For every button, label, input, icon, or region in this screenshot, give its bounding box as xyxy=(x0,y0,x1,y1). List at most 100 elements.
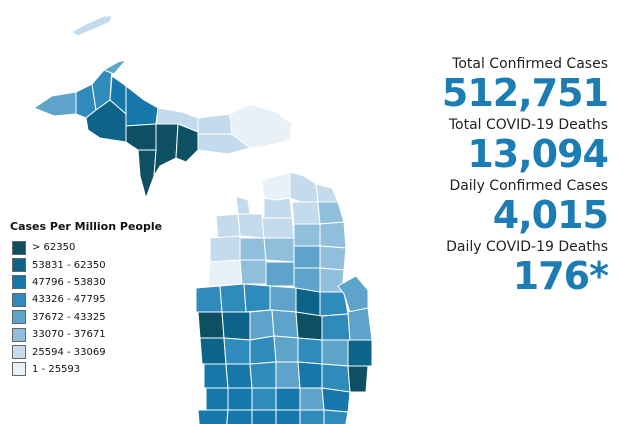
county-alpena[interactable] xyxy=(317,201,345,225)
county-hillsdale[interactable] xyxy=(275,409,301,424)
county-eaton[interactable] xyxy=(249,361,277,389)
county-wayne[interactable] xyxy=(321,387,351,413)
total-confirmed-cases-label: Total Confirmed Cases xyxy=(452,56,608,72)
total-deaths-value: 13,094 xyxy=(467,132,609,176)
county-wexford[interactable] xyxy=(239,237,267,261)
legend-label: 1 - 25593 xyxy=(32,363,81,375)
county-shiawassee[interactable] xyxy=(273,335,299,363)
county-manistee[interactable] xyxy=(209,235,241,263)
county-saginaw[interactable] xyxy=(295,311,323,341)
county-lenawee[interactable] xyxy=(299,409,325,424)
county-emmet[interactable] xyxy=(261,171,291,201)
county-montcalm[interactable] xyxy=(249,309,275,341)
legend-item: 47796 - 53830 xyxy=(10,274,170,291)
legend-swatch xyxy=(12,292,26,307)
legend: Cases Per Million People > 62350 53831 - … xyxy=(10,220,170,378)
county-gogebic[interactable] xyxy=(32,91,77,117)
county-isle-royale[interactable] xyxy=(71,15,113,37)
legend-item: 1 - 25593 xyxy=(10,361,170,378)
county-mecosta[interactable] xyxy=(243,283,271,313)
lower-peninsula xyxy=(195,171,373,424)
county-luce[interactable] xyxy=(197,113,233,135)
county-chippewa[interactable] xyxy=(229,103,293,149)
legend-label: > 62350 xyxy=(32,242,76,254)
legend-title: Cases Per Million People xyxy=(10,220,163,233)
legend-label: 33070 - 37671 xyxy=(32,329,106,341)
county-alcona[interactable] xyxy=(319,221,347,249)
county-van-buren[interactable] xyxy=(205,387,229,411)
county-oceana[interactable] xyxy=(195,285,223,313)
county-livingston[interactable] xyxy=(297,361,323,389)
county-otsego[interactable] xyxy=(291,201,321,225)
legend-item: 43326 - 47795 xyxy=(10,291,170,308)
county-muskegon[interactable] xyxy=(197,311,225,339)
county-barry[interactable] xyxy=(225,363,253,389)
county-bay[interactable] xyxy=(319,291,349,317)
legend-item: 37672 - 43325 xyxy=(10,309,170,326)
county-gratiot[interactable] xyxy=(271,309,299,339)
county-newaygo[interactable] xyxy=(219,283,247,313)
county-st-clair[interactable] xyxy=(347,339,373,367)
county-ottawa[interactable] xyxy=(199,337,227,365)
county-midland[interactable] xyxy=(295,287,321,317)
county-kent[interactable] xyxy=(221,311,251,341)
county-dickinson[interactable] xyxy=(125,123,157,151)
county-osceola[interactable] xyxy=(265,261,295,287)
daily-deaths-value: 176* xyxy=(512,254,609,298)
legend-swatch xyxy=(12,310,26,325)
county-ionia[interactable] xyxy=(223,337,251,365)
county-leelanau[interactable] xyxy=(235,195,251,215)
county-st-joseph[interactable] xyxy=(226,409,253,424)
legend-label: 25594 - 33069 xyxy=(32,346,106,358)
county-charlevoix[interactable] xyxy=(263,197,293,219)
county-marquette[interactable] xyxy=(125,84,159,127)
county-ingham[interactable] xyxy=(275,361,301,389)
legend-swatch xyxy=(12,345,26,360)
legend-item: 33070 - 37671 xyxy=(10,326,170,343)
county-allegan[interactable] xyxy=(203,363,229,389)
county-mason[interactable] xyxy=(207,259,243,287)
county-genesee[interactable] xyxy=(297,337,323,365)
county-lake[interactable] xyxy=(239,259,267,285)
county-cheboygan[interactable] xyxy=(289,171,319,205)
stats-panel: Total Confirmed Cases 512,751 Total COVI… xyxy=(438,56,609,300)
legend-item: > 62350 xyxy=(10,239,170,256)
daily-deaths-label: Daily COVID-19 Deaths xyxy=(446,239,608,255)
county-monroe[interactable] xyxy=(323,409,349,424)
county-clinton[interactable] xyxy=(249,335,277,365)
county-kalkaska[interactable] xyxy=(261,217,295,239)
county-presque-isle[interactable] xyxy=(315,183,339,203)
county-berrien[interactable] xyxy=(197,409,229,424)
county-mackinac[interactable] xyxy=(197,133,252,155)
county-oakland[interactable] xyxy=(321,363,351,393)
legend-swatch xyxy=(12,275,26,290)
county-isabella[interactable] xyxy=(269,285,297,313)
county-ogemaw[interactable] xyxy=(293,245,321,269)
county-crawford[interactable] xyxy=(293,223,321,247)
legend-label: 47796 - 53830 xyxy=(32,276,106,288)
county-missaukee[interactable] xyxy=(263,237,295,263)
county-macomb[interactable] xyxy=(347,365,369,393)
county-grand-traverse[interactable] xyxy=(237,213,265,239)
county-calhoun[interactable] xyxy=(251,387,277,411)
daily-confirmed-cases-value: 4,015 xyxy=(492,193,609,237)
legend-swatch xyxy=(12,327,26,342)
upper-peninsula xyxy=(32,15,293,200)
county-washtenaw[interactable] xyxy=(299,387,325,411)
county-keweenaw[interactable] xyxy=(102,59,128,75)
county-iosco[interactable] xyxy=(319,245,347,271)
county-sanilac[interactable] xyxy=(347,307,373,341)
county-delta[interactable] xyxy=(153,123,179,177)
legend-swatch xyxy=(12,362,26,377)
total-deaths-label: Total COVID-19 Deaths xyxy=(448,117,608,133)
county-benzie[interactable] xyxy=(215,213,241,239)
county-kalamazoo[interactable] xyxy=(227,387,253,411)
county-schoolcraft[interactable] xyxy=(175,123,199,163)
county-tuscola[interactable] xyxy=(321,313,351,341)
county-branch[interactable] xyxy=(251,409,277,424)
county-lapeer[interactable] xyxy=(321,339,349,367)
legend-label: 43326 - 47795 xyxy=(32,294,106,306)
daily-confirmed-cases-label: Daily Confirmed Cases xyxy=(449,178,608,194)
county-menominee[interactable] xyxy=(137,149,157,200)
county-jackson[interactable] xyxy=(275,387,301,411)
